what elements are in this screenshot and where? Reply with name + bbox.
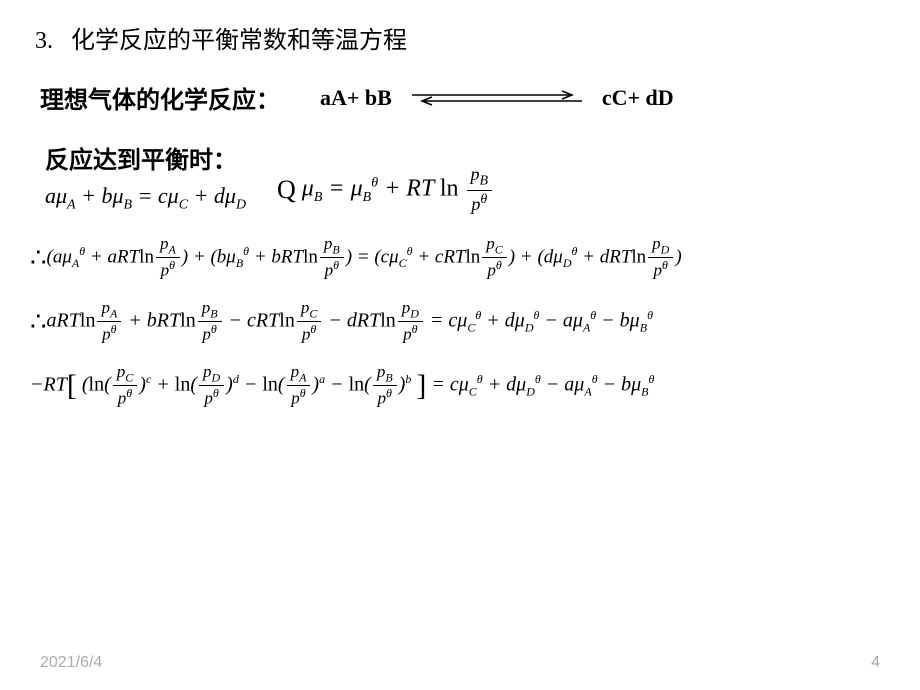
balance-equation: aμA + bμB = cμC + dμD <box>45 183 247 213</box>
section-title: 3. 化学反应的平衡常数和等温方程 <box>25 20 895 55</box>
footer: 2021/6/4 4 <box>40 654 880 672</box>
section-title-text: 化学反应的平衡常数和等温方程 <box>71 28 407 54</box>
footer-page: 4 <box>871 654 880 672</box>
equilibrium-arrow-icon <box>412 89 582 107</box>
section-number: 3. <box>35 28 53 54</box>
footer-date: 2021/6/4 <box>40 654 102 672</box>
reaction-equation: aA+ bB cC+ dD <box>320 85 674 111</box>
reaction-rhs: cC+ dD <box>602 85 674 111</box>
equilibrium-label: 反应达到平衡时： <box>45 140 237 175</box>
chem-potential-def: Q μB = μBθ + RT ln pB pθ <box>277 165 494 215</box>
reaction-label: 理想气体的化学反应： <box>40 80 280 115</box>
reaction-lhs: aA+ bB <box>320 85 392 111</box>
equation-line-3: −RT[ (ln(pCpθ)c + ln(pDpθ)d − ln(pApθ)a … <box>25 363 895 409</box>
equilibrium-row: 反应达到平衡时： aμA + bμB = cμC + dμD Q μB = μB… <box>25 140 895 215</box>
equation-line-2: ∴aRTlnpApθ + bRTlnpBpθ − cRTlnpCpθ − dRT… <box>25 299 895 345</box>
reaction-row: 理想气体的化学反应： aA+ bB cC+ dD <box>25 80 895 115</box>
equation-line-1: ∴(aμAθ + aRTlnpApθ) + (bμBθ + bRTlnpBpθ)… <box>25 235 895 281</box>
